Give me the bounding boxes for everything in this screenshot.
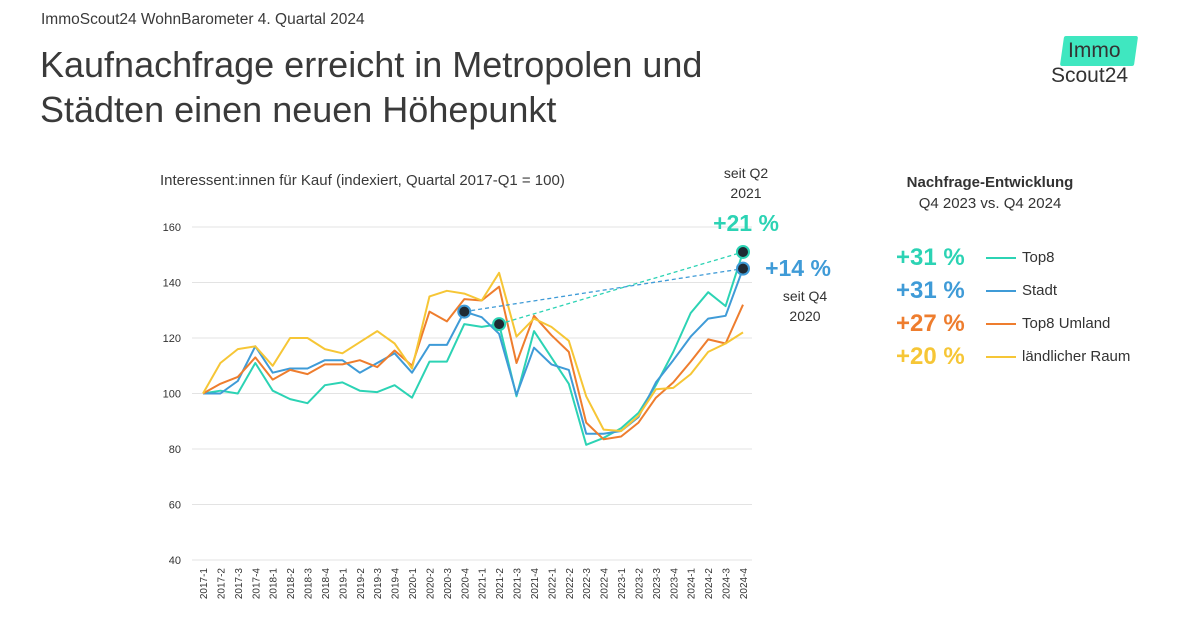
x-tick-label: 2024-3 xyxy=(722,568,733,600)
annotation-value: +14 % xyxy=(765,255,831,281)
legend-label: Top8 Umland xyxy=(1022,315,1111,332)
annotation-label: 2021 xyxy=(730,185,761,201)
logo-text-top: Immo xyxy=(1068,39,1121,62)
annotation-label: seit Q2 xyxy=(724,165,769,181)
marker-top8-end xyxy=(736,244,750,259)
marker-stadt-end xyxy=(736,261,750,276)
x-tick-label: 2024-1 xyxy=(687,568,698,600)
x-tick-label: 2023-4 xyxy=(669,568,680,600)
x-tick-label: 2020-2 xyxy=(425,568,436,600)
legend-value: +27 % xyxy=(896,310,965,337)
x-tick-label: 2020-1 xyxy=(408,568,419,600)
x-tick-label: 2018-1 xyxy=(269,568,280,600)
logo-text-bottom: Scout24 xyxy=(1051,64,1129,87)
y-tick-label: 140 xyxy=(163,278,181,290)
y-tick-label: 160 xyxy=(163,222,181,234)
headline: Kaufnachfrage erreicht in Metropolen und… xyxy=(40,42,840,132)
x-tick-label: 2019-1 xyxy=(338,568,349,600)
y-tick-label: 40 xyxy=(169,555,181,567)
legend-value: +31 % xyxy=(896,244,965,271)
legend-swatch xyxy=(986,356,1016,358)
annotation-value: +21 % xyxy=(713,210,779,236)
x-tick-label: 2022-2 xyxy=(565,568,576,600)
x-tick-label: 2024-4 xyxy=(739,568,750,600)
series-line-stadt xyxy=(203,268,744,435)
x-tick-label: 2022-3 xyxy=(582,568,593,600)
x-tick-label: 2017-1 xyxy=(199,568,210,600)
series-line-top8-umland xyxy=(202,285,744,441)
annotation-label: seit Q4 xyxy=(783,288,828,304)
legend-swatch xyxy=(986,257,1016,259)
x-tick-label: 2021-4 xyxy=(530,568,541,600)
source-line: ImmoScout24 WohnBarometer 4. Quartal 202… xyxy=(41,11,365,28)
x-tick-label: 2023-2 xyxy=(634,568,645,600)
comparison-line-stadt xyxy=(464,267,744,313)
y-tick-label: 60 xyxy=(169,500,181,512)
x-tick-label: 2017-4 xyxy=(251,568,262,600)
x-tick-label: 2019-4 xyxy=(391,568,402,600)
y-tick-label: 100 xyxy=(163,389,181,401)
x-tick-label: 2021-2 xyxy=(495,568,506,600)
legend-label: Top8 xyxy=(1022,249,1055,266)
x-tick-label: 2023-1 xyxy=(617,568,628,600)
annotation-label: 2020 xyxy=(789,308,820,324)
x-tick-label: 2022-1 xyxy=(547,568,558,600)
chart-title: Interessent:innen für Kauf (indexiert, Q… xyxy=(160,172,565,189)
x-tick-label: 2022-4 xyxy=(600,568,611,600)
legend-title: Nachfrage-Entwicklung xyxy=(906,174,1074,191)
x-tick-label: 2018-3 xyxy=(304,568,315,600)
x-tick-label: 2018-2 xyxy=(286,568,297,600)
x-tick-label: 2020-4 xyxy=(460,568,471,600)
series-line-l-ndlicher-raum xyxy=(202,271,744,432)
x-tick-label: 2017-2 xyxy=(216,568,227,600)
x-tick-label: 2017-3 xyxy=(234,568,245,600)
x-tick-label: 2020-3 xyxy=(443,568,454,600)
legend-swatch xyxy=(986,290,1016,292)
x-tick-label: 2018-4 xyxy=(321,568,332,600)
marker-top8-start xyxy=(492,317,507,332)
x-tick-label: 2024-2 xyxy=(704,568,715,600)
x-tick-label: 2019-3 xyxy=(373,568,384,600)
legend-swatch xyxy=(986,323,1016,325)
legend-value: +20 % xyxy=(896,343,965,370)
immoscout24-logo: Immo Scout24 xyxy=(1046,32,1146,92)
x-tick-label: 2021-3 xyxy=(513,568,524,600)
x-tick-label: 2019-2 xyxy=(356,568,367,600)
x-tick-label: 2023-3 xyxy=(652,568,663,600)
comparison-line-top8 xyxy=(498,251,744,325)
x-tick-label: 2021-1 xyxy=(478,568,489,600)
legend-label: ländlicher Raum xyxy=(1022,348,1131,365)
headline-line-1: Kaufnachfrage erreicht in Metropolen und xyxy=(40,44,703,85)
marker-stadt-start xyxy=(457,304,472,319)
legend-subtitle: Q4 2023 vs. Q4 2024 xyxy=(918,195,1062,212)
headline-line-2: Städten einen neuen Höhepunkt xyxy=(40,89,557,130)
legend-label: Stadt xyxy=(1022,282,1058,299)
y-tick-label: 120 xyxy=(163,333,181,345)
y-tick-label: 80 xyxy=(169,444,181,456)
legend-value: +31 % xyxy=(896,277,965,304)
